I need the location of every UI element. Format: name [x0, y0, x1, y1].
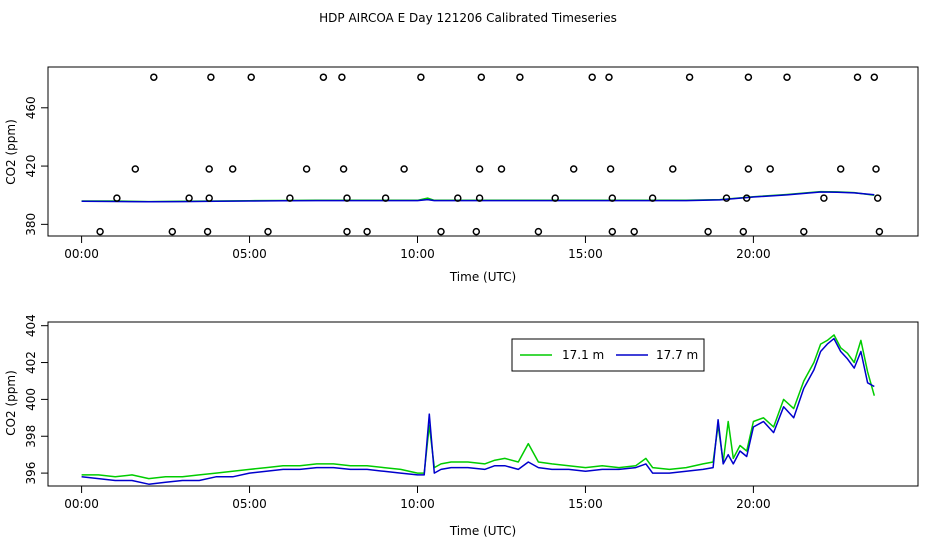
- scatter-point: [185, 194, 193, 202]
- top-x-tick-label: 05:00: [232, 247, 267, 261]
- top-x-axis-label: Time (UTC): [449, 270, 516, 284]
- scatter-point: [150, 73, 158, 81]
- scatter-point: [302, 165, 311, 173]
- bottom-y-tick-label: 402: [24, 351, 38, 374]
- scatter-point: [477, 73, 486, 81]
- scatter-point: [203, 227, 212, 236]
- bottom-x-tick-label: 20:00: [736, 497, 771, 511]
- scatter-point: [648, 194, 657, 202]
- bottom-y-tick-label: 400: [24, 388, 38, 411]
- top-x-tick-label: 20:00: [736, 247, 771, 261]
- scatter-point: [205, 194, 213, 202]
- bottom-y-tick-label: 398: [24, 425, 38, 448]
- scatter-point: [853, 73, 862, 81]
- scatter-point: [497, 165, 506, 173]
- scatter-point: [343, 194, 351, 202]
- scatter-point: [437, 227, 445, 236]
- panel-top: 00:00 05:00 10:00 15:00 20:00 380 420 460 Time …: [4, 66, 919, 284]
- scatter-point: [630, 227, 638, 236]
- top-y-tick-label: 460: [24, 96, 38, 119]
- scatter-point: [744, 73, 753, 81]
- scatter-point: [207, 73, 215, 81]
- scatter-point: [605, 73, 613, 81]
- top-x-tick-label: 15:00: [568, 247, 603, 261]
- scatter-point: [264, 227, 272, 236]
- bottom-x-axis-label: Time (UTC): [449, 524, 516, 538]
- scatter-point: [606, 165, 615, 173]
- scatter-point: [608, 194, 617, 202]
- top-x-tick-label: 10:00: [400, 247, 435, 261]
- scatter-point: [319, 73, 328, 81]
- scatter-point: [339, 165, 348, 173]
- scatter-point: [685, 73, 694, 81]
- bottom-axis-ticks: 00:00 05:00 10:00 15:00 20:00 396 398 400 402 404: [24, 314, 771, 511]
- bottom-x-tick-label: 15:00: [568, 497, 603, 511]
- scatter-point: [96, 227, 104, 236]
- scatter-point: [704, 227, 712, 236]
- scatter-point: [472, 227, 481, 236]
- bottom-y-tick-label: 396: [24, 462, 38, 485]
- scatter-point: [363, 227, 371, 236]
- scatter-point: [870, 73, 879, 81]
- top-series-lines: [81, 190, 875, 203]
- scatter-point: [475, 194, 484, 202]
- bottom-series-line-0: [81, 334, 876, 480]
- bottom-series-line-1: [81, 337, 875, 485]
- scatter-point: [588, 73, 596, 81]
- scatter-point: [744, 165, 753, 173]
- scatter-point: [742, 194, 751, 202]
- scatter-point: [516, 73, 524, 81]
- scatter-point: [417, 73, 425, 81]
- scatter-point: [286, 194, 294, 202]
- bottom-y-axis-label: CO2 (ppm): [4, 370, 18, 436]
- scatter-point: [228, 165, 237, 173]
- top-y-axis-label: CO2 (ppm): [4, 119, 18, 185]
- scatter-point: [168, 227, 177, 236]
- top-series-line-1: [81, 191, 875, 203]
- bottom-x-tick-label: 05:00: [232, 497, 267, 511]
- plot-frame-bottom: [47, 321, 919, 487]
- scatter-point: [205, 165, 213, 173]
- scatter-point: [131, 165, 140, 173]
- plot-frame-top: [47, 66, 919, 237]
- scatter-point: [873, 194, 882, 202]
- legend: 17.1 m 17.7 m: [511, 338, 705, 372]
- scatter-point: [343, 227, 351, 236]
- bottom-y-tick-label: 404: [24, 314, 38, 337]
- bottom-x-tick-label: 00:00: [64, 497, 99, 511]
- scatter-point: [783, 73, 791, 81]
- scatter-point: [454, 194, 462, 202]
- top-y-tick-label: 380: [24, 213, 38, 236]
- scatter-point: [875, 227, 884, 236]
- bottom-x-tick-label: 10:00: [400, 497, 435, 511]
- bottom-series-lines: [81, 334, 876, 485]
- scatter-point: [113, 194, 121, 202]
- scatter-point: [338, 73, 346, 81]
- top-y-tick-label: 420: [24, 155, 38, 178]
- scatter-point: [669, 165, 677, 173]
- legend-label-17-7m: 17.7 m: [656, 348, 698, 362]
- panel-bottom: 00:00 05:00 10:00 15:00 20:00 396 398 400 402 404…: [4, 314, 919, 538]
- scatter-point: [820, 194, 828, 202]
- top-points: [96, 73, 884, 236]
- scatter-point: [475, 165, 484, 173]
- top-x-tick-label: 00:00: [64, 247, 99, 261]
- scatter-point: [551, 194, 559, 202]
- scatter-point: [400, 165, 408, 173]
- scatter-point: [739, 227, 748, 236]
- scatter-point: [534, 227, 543, 236]
- chart-title: HDP AIRCOA E Day 121206 Calibrated Times…: [319, 11, 617, 25]
- scatter-point: [247, 73, 255, 81]
- legend-label-17-1m: 17.1 m: [562, 348, 604, 362]
- scatter-point: [722, 194, 731, 202]
- scatter-point: [569, 165, 578, 173]
- top-axis-ticks: 00:00 05:00 10:00 15:00 20:00 380 420 460: [24, 96, 771, 261]
- scatter-point: [766, 165, 774, 173]
- scatter-point: [381, 194, 390, 202]
- scatter-point: [608, 227, 617, 236]
- scatter-point: [872, 165, 880, 173]
- scatter-point: [800, 227, 808, 236]
- scatter-point: [836, 165, 845, 173]
